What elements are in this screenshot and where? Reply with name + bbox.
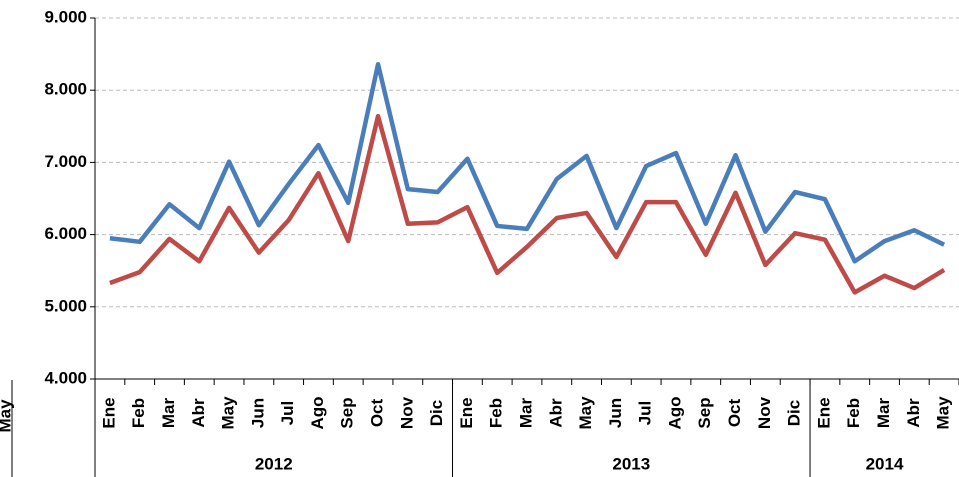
x-tick-label: Jun — [606, 398, 625, 428]
group-label: 2014 — [866, 454, 904, 473]
x-tick-label: Abr — [189, 398, 208, 428]
x-tick-label: Sep — [338, 397, 357, 428]
y-tick-label: 8.000 — [44, 80, 87, 99]
x-tick-label: Oct — [368, 398, 387, 427]
y-tick-label: 5.000 — [44, 296, 87, 315]
group-label: 2012 — [255, 454, 293, 473]
y-tick-label: 4.000 — [44, 368, 87, 387]
x-tick-label: Ene — [814, 397, 833, 428]
x-tick-label: Ene — [457, 397, 476, 428]
x-tick-label: Feb — [844, 398, 863, 428]
x-tick-label: Nov — [397, 396, 416, 429]
cropped-label: May — [0, 399, 14, 433]
x-tick-label: Abr — [546, 398, 565, 428]
x-tick-label: Mar — [159, 398, 178, 429]
series-line — [109, 61, 946, 264]
x-tick-label: Mar — [516, 398, 535, 429]
x-tick-label: Ene — [99, 397, 118, 428]
x-tick-label: Abr — [904, 398, 923, 428]
x-tick-label: Ago — [665, 396, 684, 429]
x-tick-label: Ago — [308, 396, 327, 429]
x-tick-label: May — [934, 396, 953, 430]
x-tick-label: Jun — [248, 398, 267, 428]
x-tick-label: Jul — [278, 401, 297, 426]
x-tick-label: May — [219, 396, 238, 430]
x-tick-label: Nov — [755, 396, 774, 429]
group-label: 2013 — [612, 454, 650, 473]
x-tick-label: Feb — [129, 398, 148, 428]
x-tick-label: May — [576, 396, 595, 430]
x-tick-label: Feb — [487, 398, 506, 428]
y-tick-label: 9.000 — [44, 7, 87, 26]
x-tick-label: Jul — [636, 401, 655, 426]
x-tick-label: Sep — [695, 397, 714, 428]
x-tick-label: Mar — [874, 398, 893, 429]
y-tick-label: 7.000 — [44, 152, 87, 171]
x-tick-label: Oct — [725, 398, 744, 427]
x-tick-label: Dic — [785, 400, 804, 426]
y-tick-label: 6.000 — [44, 224, 87, 243]
series-line — [109, 113, 946, 295]
x-tick-label: Dic — [427, 400, 446, 426]
